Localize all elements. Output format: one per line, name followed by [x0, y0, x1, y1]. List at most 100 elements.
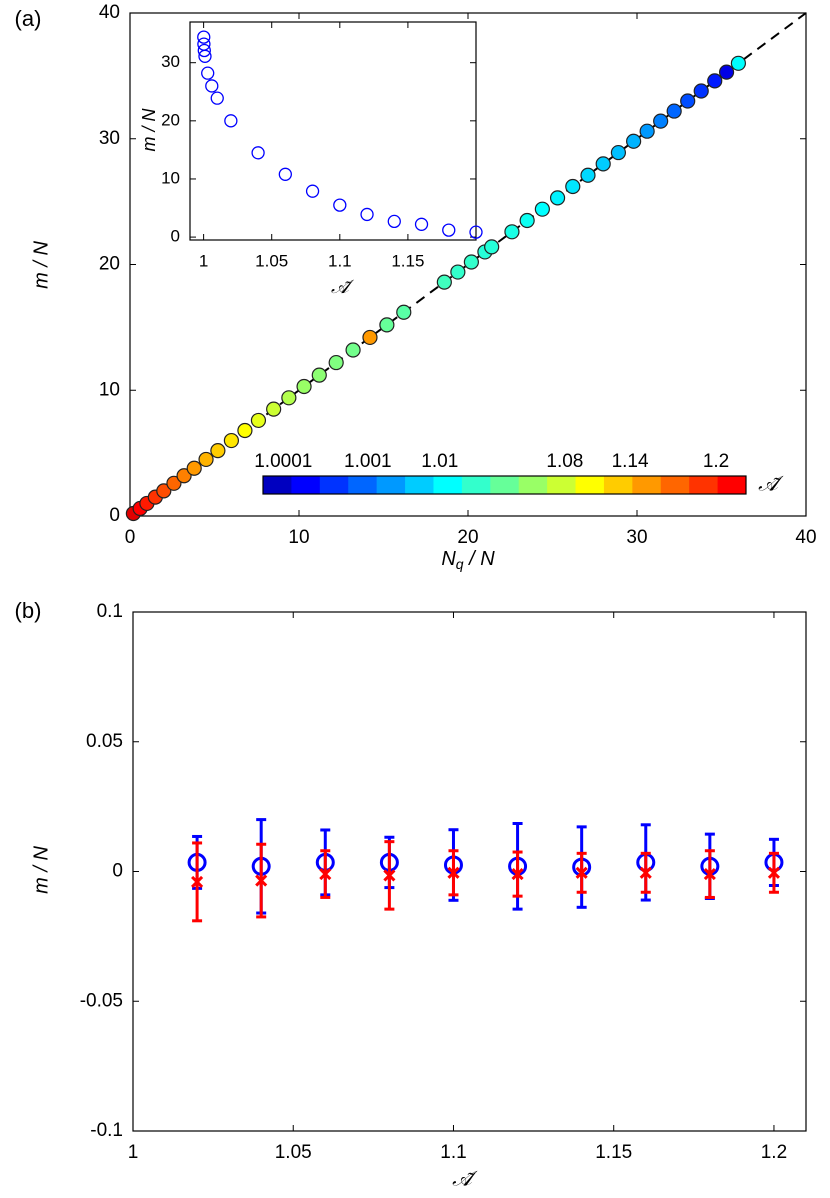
- data-point: [255, 874, 268, 887]
- data-point: [333, 198, 347, 212]
- data-point: [730, 55, 747, 71]
- x-tick-label: 30: [626, 527, 647, 548]
- data-point: [639, 866, 652, 879]
- data-point: [549, 190, 566, 206]
- x-tick-label: 1: [128, 1142, 139, 1163]
- y-axis-label: m / N: [30, 846, 52, 894]
- y-tick-label: 20: [99, 254, 120, 275]
- y-axis-label: m / N: [139, 108, 159, 152]
- data-point: [360, 207, 374, 222]
- y-axis-label: m / N: [30, 241, 52, 289]
- data-point: [197, 43, 211, 58]
- data-point: [580, 167, 596, 183]
- data-point: [379, 317, 395, 333]
- data-point: [197, 30, 211, 44]
- data-point: [626, 133, 642, 149]
- x-tick-label: 1.1: [328, 251, 352, 270]
- x-tick-label: 1.15: [595, 1142, 632, 1163]
- data-point: [186, 460, 202, 476]
- axes-frame: [189, 21, 477, 241]
- x-tick-label: 0: [125, 527, 136, 548]
- data-point: [610, 144, 627, 161]
- data-point: [201, 66, 215, 80]
- x-tick-label: 20: [457, 527, 478, 548]
- data-point: [383, 869, 396, 882]
- y-tick-label: 0: [171, 227, 180, 246]
- colorbar-segment: [405, 476, 434, 494]
- data-point: [362, 329, 378, 346]
- x-label-rest: / N: [464, 548, 496, 570]
- data-point: [210, 443, 226, 459]
- colorbar-tick-label: 1.0001: [254, 451, 312, 472]
- data-point: [565, 178, 581, 195]
- data-point: [319, 868, 332, 881]
- data-point: [707, 73, 723, 89]
- y-tick-label: 20: [161, 110, 180, 129]
- x-axis-label: 𝒜̃: [331, 277, 355, 298]
- y-tick-label: 0: [112, 861, 123, 882]
- data-point: [718, 64, 735, 80]
- data-point: [442, 223, 456, 237]
- data-point: [387, 214, 401, 229]
- data-point: [281, 390, 297, 406]
- data-point: [447, 866, 460, 879]
- y-tick-label: 10: [99, 379, 120, 400]
- data-point: [639, 123, 655, 139]
- colorbar-tick-label: 1.08: [546, 451, 583, 472]
- x-tick-label: 1.15: [391, 251, 424, 270]
- data-point: [198, 451, 214, 468]
- data-point: [519, 212, 535, 229]
- colorbar-tick-label: 1.14: [612, 451, 649, 472]
- x-tick-label: 1.05: [255, 251, 288, 270]
- data-point: [328, 354, 344, 371]
- x-tick-label: 1.1: [440, 1142, 466, 1163]
- x-label-sub: q: [456, 556, 464, 572]
- colorbar-segment: [263, 476, 292, 494]
- y-tick-label: 40: [99, 2, 120, 23]
- data-point: [469, 225, 483, 239]
- data-point: [396, 304, 412, 320]
- y-tick-label: -0.05: [80, 990, 123, 1011]
- x-label-base: N: [441, 548, 456, 570]
- colorbar-segment: [575, 476, 605, 494]
- data-point: [693, 83, 709, 99]
- data-point: [767, 866, 781, 879]
- colorbar-segment: [632, 476, 662, 494]
- colorbar-segment: [490, 476, 520, 494]
- colorbar-label: 𝒜̃: [758, 473, 784, 496]
- data-point: [205, 79, 219, 93]
- data-point: [534, 201, 550, 217]
- data-point: [156, 483, 172, 499]
- colorbar-tick-label: 1.2: [703, 451, 729, 472]
- data-point: [653, 113, 669, 129]
- data-point: [345, 342, 361, 358]
- x-tick-label: 40: [795, 527, 816, 548]
- data-point: [575, 866, 588, 879]
- colorbar-segment: [518, 476, 548, 494]
- y-tick-label: -0.1: [90, 1120, 123, 1141]
- data-point: [198, 49, 212, 63]
- data-point: [305, 184, 320, 198]
- data-point: [296, 378, 312, 395]
- panel-label: (b): [15, 598, 42, 623]
- data-point: [250, 412, 267, 429]
- data-point: [504, 224, 520, 240]
- colorbar-segment: [433, 476, 463, 494]
- data-point: [266, 401, 282, 417]
- data-point: [191, 875, 204, 888]
- data-point: [251, 146, 265, 160]
- data-point: [278, 167, 292, 181]
- colorbar-segment: [603, 476, 633, 494]
- data-point: [511, 868, 524, 881]
- x-tick-label: 10: [288, 527, 309, 548]
- panel-label: (a): [15, 6, 42, 31]
- x-tick-label: 1.2: [761, 1142, 787, 1163]
- colorbar-segment: [376, 476, 406, 494]
- colorbar-segment: [319, 476, 349, 494]
- data-point: [703, 868, 716, 881]
- data-point: [237, 422, 253, 439]
- data-point: [176, 468, 192, 484]
- data-point: [166, 475, 182, 491]
- y-tick-label: 30: [99, 128, 120, 149]
